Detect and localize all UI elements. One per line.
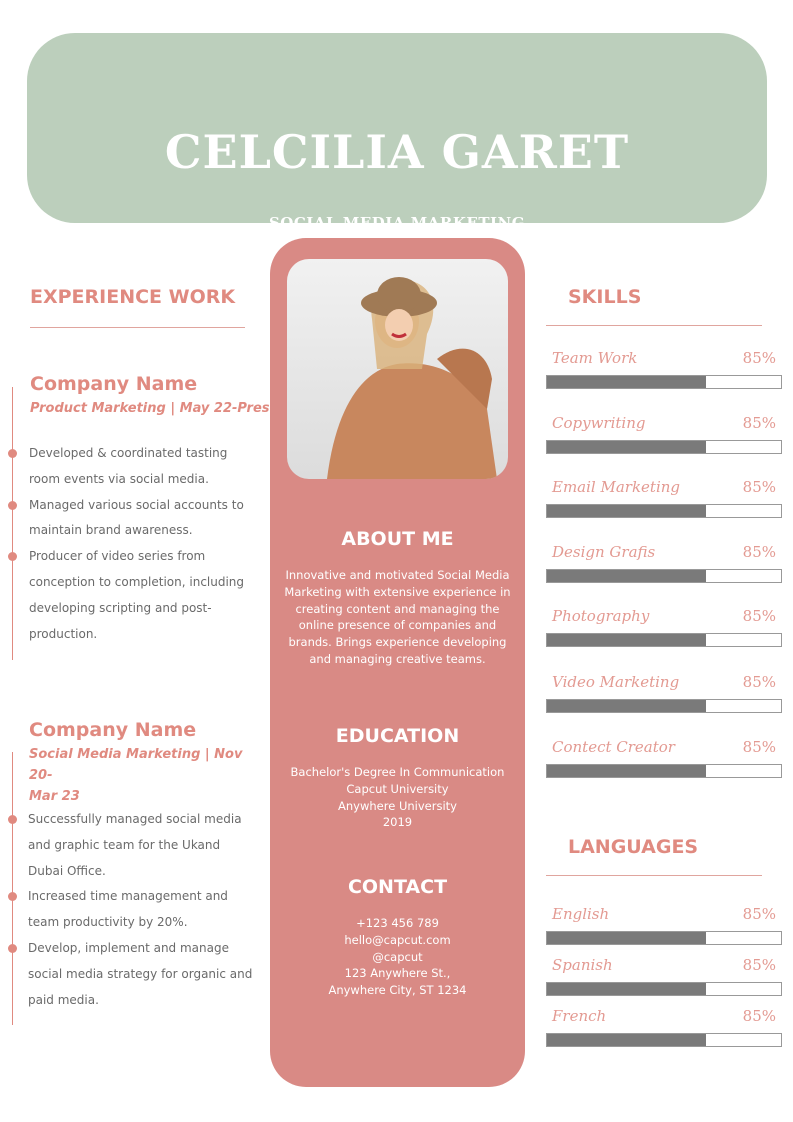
company-name: Company Name <box>30 373 198 395</box>
languages-title: LANGUAGES <box>568 836 699 858</box>
bullet-text-line: and graphic team for the Ukand <box>28 837 221 852</box>
about-title: ABOUT ME <box>341 528 454 550</box>
header-banner: CELCILIA GARET SOCIAL MEDIA MARKETING <box>27 33 767 232</box>
profile-photo <box>287 259 508 479</box>
bullet-dot <box>8 552 17 562</box>
progress-fill <box>547 765 707 777</box>
bullet-text-line: Develop, implement and manage <box>28 940 229 955</box>
candidate-name: CELCILIA GARET <box>164 125 630 179</box>
item-percent: 85% <box>742 543 776 561</box>
progress-fill <box>547 570 707 582</box>
progress-fill <box>547 700 707 712</box>
bullet-text-line: developing scripting and post- <box>29 600 212 615</box>
person-photo-icon <box>327 277 497 479</box>
divider <box>546 325 762 326</box>
item-label: Contect Creator <box>552 738 675 756</box>
bullet-text-line: Managed various social accounts to <box>29 497 244 512</box>
education-line: Capcut University <box>346 781 449 796</box>
bullet-text-line: production. <box>29 626 98 641</box>
item-percent: 85% <box>742 607 776 625</box>
progress-fill <box>547 376 707 388</box>
contact-text: +123 456 789 hello@capcut.com @capcut 12… <box>284 915 511 999</box>
timeline-line <box>12 387 13 660</box>
item-percent: 85% <box>742 905 776 923</box>
education-line: Bachelor's Degree In Communication <box>290 765 505 779</box>
bullet-dot <box>8 815 17 824</box>
item-label: French <box>552 1007 607 1025</box>
progress-fill <box>547 441 707 453</box>
bullet-text-line: team productivity by 20%. <box>28 915 188 930</box>
progress-fill <box>547 1034 707 1046</box>
bullet-dot <box>8 449 17 458</box>
bullet-text-line: paid media. <box>28 992 99 1007</box>
candidate-title: SOCIAL MEDIA MARKETING <box>268 214 526 232</box>
bullet-dot <box>8 892 17 902</box>
bullet-dot <box>8 500 17 510</box>
center-panel: ABOUT ME Innovative and motivated Social… <box>270 238 525 1087</box>
company-name: Company Name <box>29 719 197 741</box>
progress-bar <box>546 569 782 583</box>
job-bullets: Successfully managed social media and gra… <box>28 807 263 1013</box>
item-label: Spanish <box>552 956 613 974</box>
contact-city: Anywhere City, ST 1234 <box>328 983 467 998</box>
job-role: Social Media Marketing | Nov 20- Mar 23 <box>29 744 259 807</box>
item-percent: 85% <box>742 673 776 691</box>
contact-phone: +123 456 789 <box>356 916 439 930</box>
item-percent: 85% <box>742 478 776 496</box>
bullet-text-line: Dubai Office. <box>28 863 106 878</box>
progress-bar <box>546 764 782 778</box>
education-title: EDUCATION <box>335 725 460 747</box>
job-role-line: Social Media Marketing | Nov 20- <box>29 747 243 783</box>
progress-bar <box>546 375 782 389</box>
education-line: 2019 <box>382 815 413 830</box>
contact-address: 123 Anywhere St., <box>344 966 451 981</box>
progress-bar <box>546 504 782 518</box>
job-bullets: Developed & coordinated tasting room even… <box>29 441 259 647</box>
bullet-text-line: Producer of video series from <box>29 549 206 564</box>
skills-title: SKILLS <box>568 286 642 308</box>
bullet-text-line: conception to completion, including <box>29 574 245 589</box>
bullet-text-line: Developed & coordinated tasting <box>29 446 228 460</box>
progress-fill <box>547 634 707 646</box>
about-text: Innovative and motivated Social Media Ma… <box>284 568 511 666</box>
divider <box>30 327 245 328</box>
contact-handle: @capcut <box>372 949 423 964</box>
item-percent: 85% <box>742 1007 776 1025</box>
education-line: Anywhere University <box>338 798 457 813</box>
item-label: Video Marketing <box>552 673 680 691</box>
item-label: English <box>552 905 610 923</box>
bullet-dot <box>8 944 17 953</box>
bullet-text-line: Successfully managed social media <box>28 812 242 826</box>
bullet-text-line: social media strategy for organic and <box>28 966 253 981</box>
item-label: Team Work <box>552 349 638 367</box>
progress-bar <box>546 440 782 454</box>
progress-bar <box>546 1033 782 1047</box>
bullet-text-line: maintain brand awareness. <box>29 523 193 538</box>
item-label: Copywriting <box>552 414 646 432</box>
progress-fill <box>547 505 707 517</box>
item-percent: 85% <box>742 956 776 974</box>
contact-email: hello@capcut.com <box>344 932 451 947</box>
item-percent: 85% <box>742 349 776 367</box>
bullet-text-line: Increased time management and <box>28 889 228 904</box>
item-percent: 85% <box>742 738 776 756</box>
item-label: Photography <box>552 607 650 625</box>
bullet-text-line: room events via social media. <box>29 471 209 486</box>
progress-fill <box>547 932 707 944</box>
item-label: Email Marketing <box>552 478 681 496</box>
item-label: Design Grafis <box>552 543 656 561</box>
progress-bar <box>546 699 782 713</box>
divider <box>546 875 762 876</box>
progress-bar <box>546 982 782 996</box>
item-percent: 85% <box>742 414 776 432</box>
progress-fill <box>547 983 707 995</box>
progress-bar <box>546 633 782 647</box>
contact-title: CONTACT <box>347 876 448 898</box>
education-text: Bachelor's Degree In Communication Capcu… <box>284 764 511 831</box>
timeline-line <box>12 752 13 1025</box>
progress-bar <box>546 931 782 945</box>
job-role: Product Marketing | May 22-Present <box>30 401 294 416</box>
job-role-line: Mar 23 <box>29 789 80 804</box>
experience-title: EXPERIENCE WORK <box>30 286 236 308</box>
